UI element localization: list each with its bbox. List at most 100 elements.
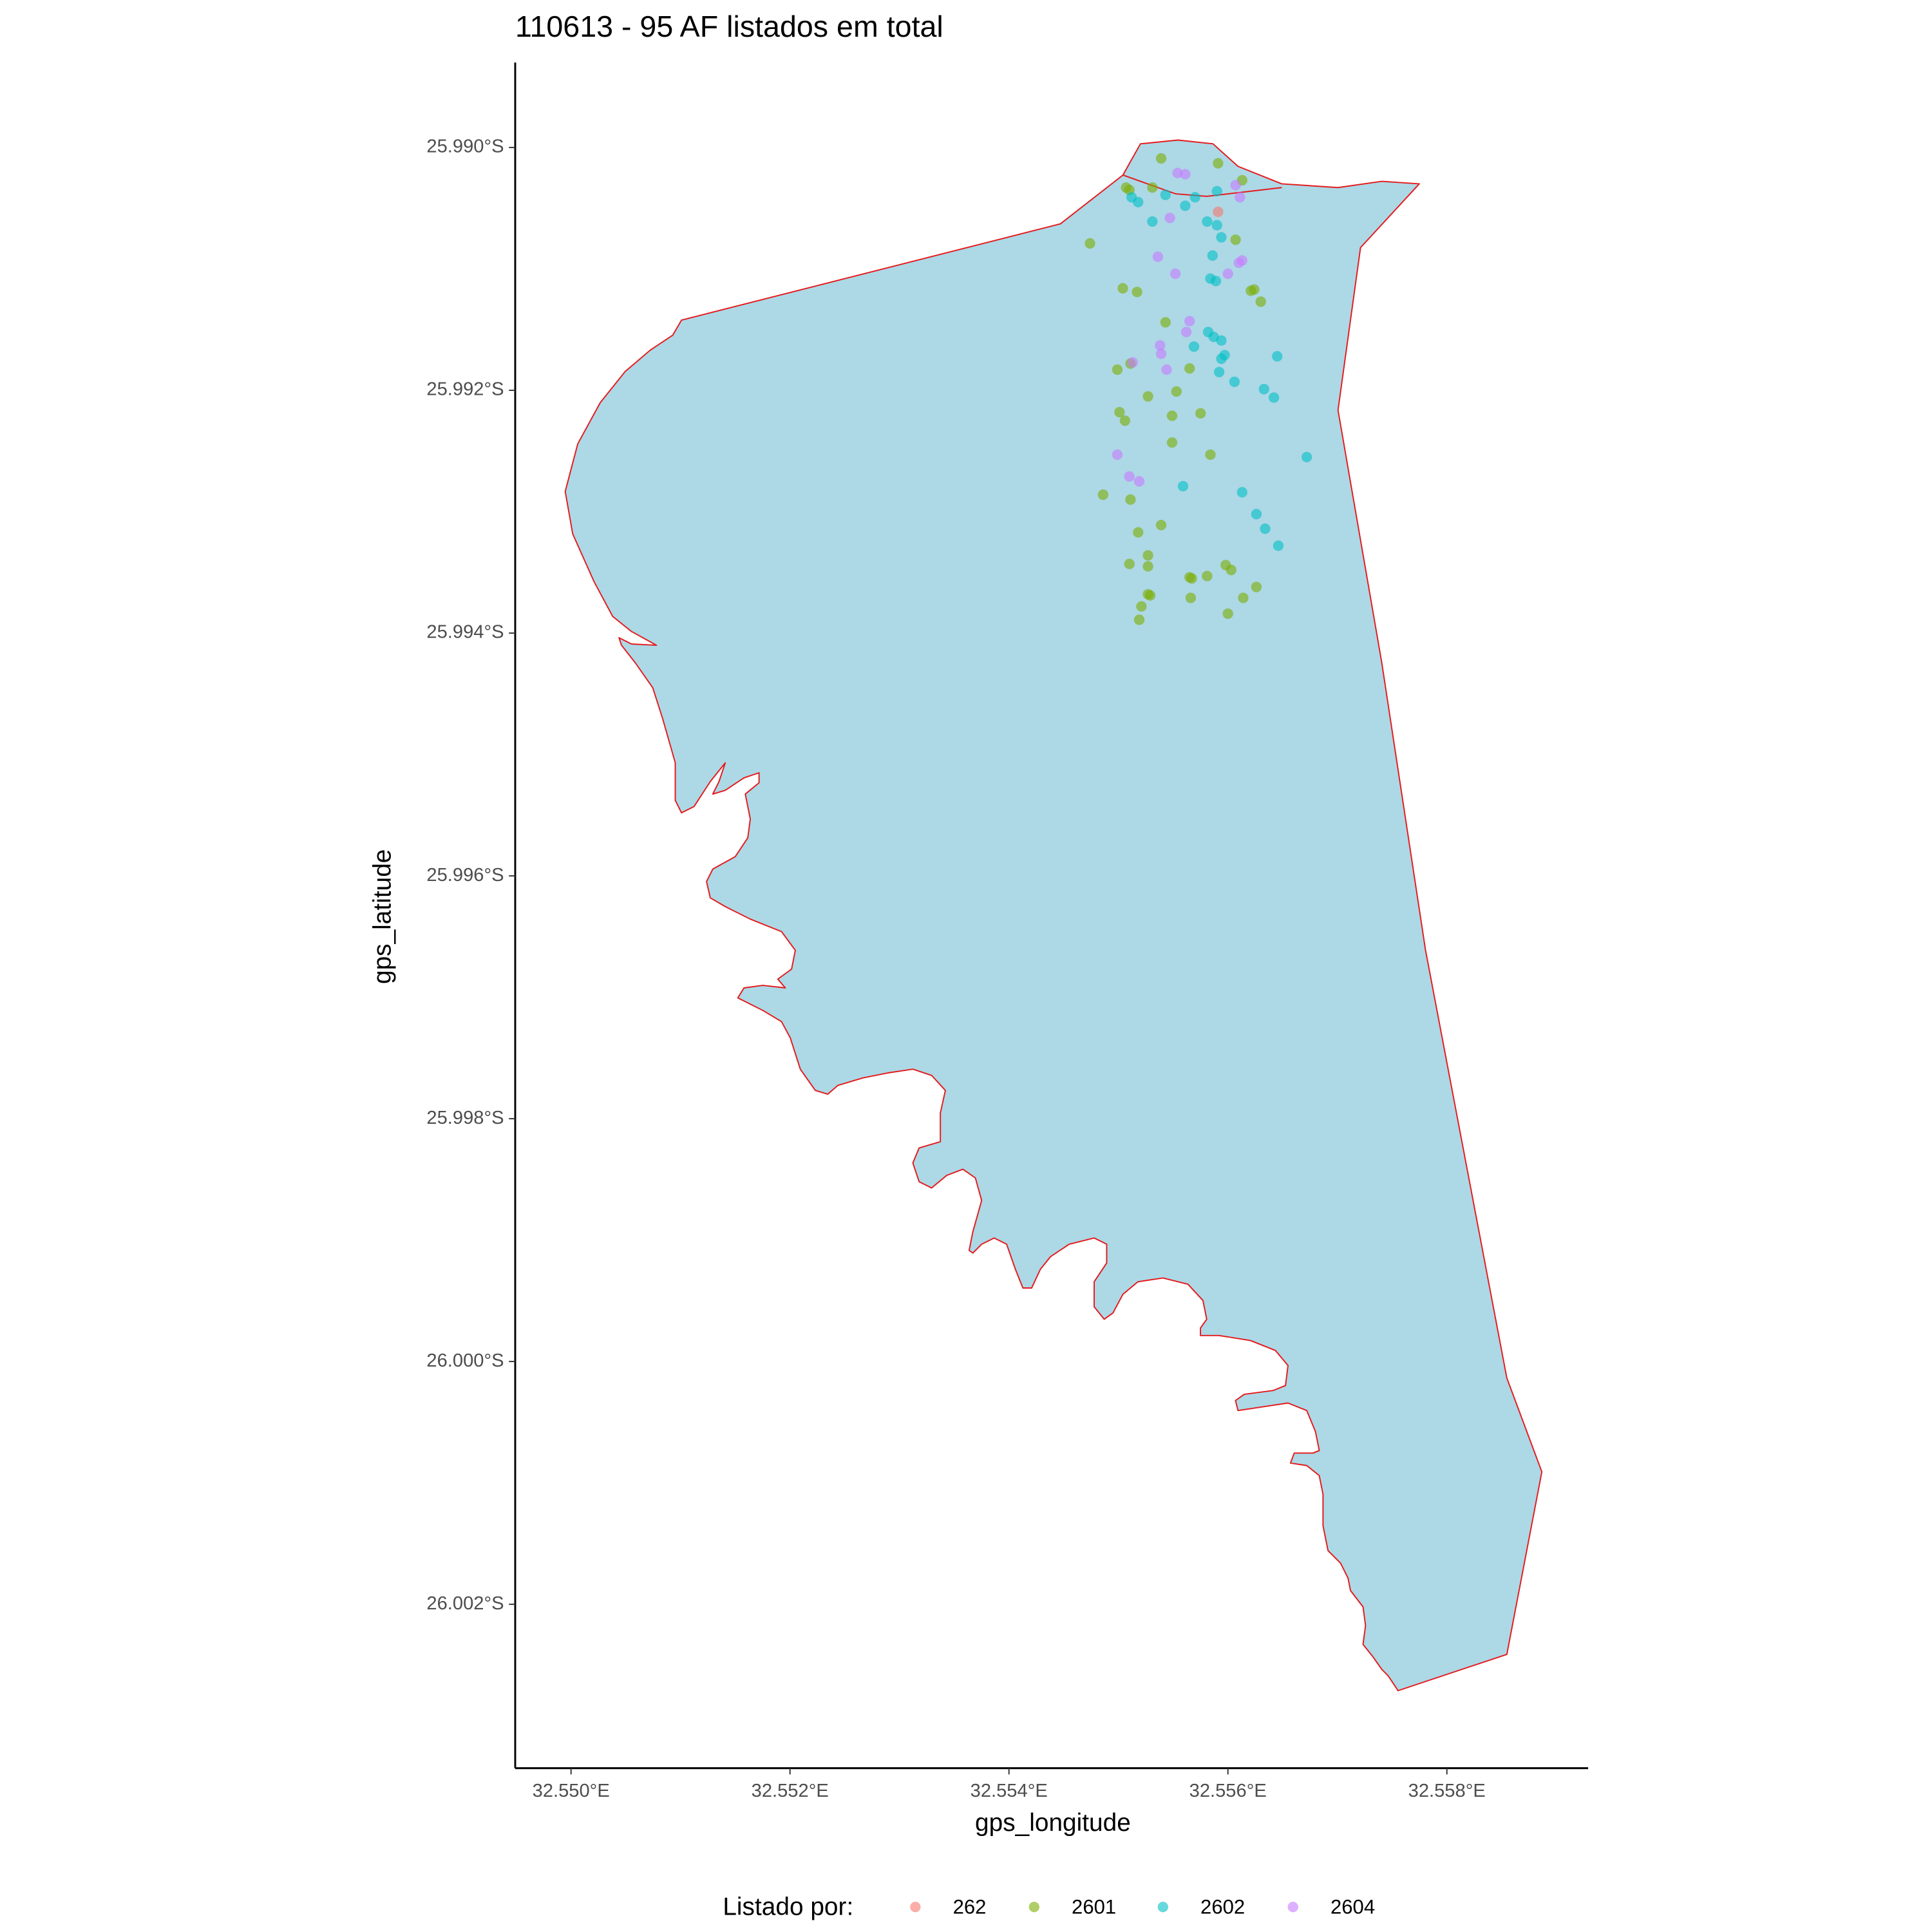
point: [1211, 185, 1222, 197]
y-tick-label: 25.990°S: [426, 137, 504, 157]
point: [1186, 573, 1197, 584]
y-tick-label: 25.994°S: [426, 622, 504, 643]
point: [1301, 451, 1312, 462]
point: [1133, 196, 1144, 208]
point: [1260, 523, 1271, 535]
point: [1160, 317, 1171, 328]
point: [1188, 341, 1200, 352]
point: [1202, 571, 1213, 582]
chart-title: 110613 - 95 AF listados em total: [515, 10, 943, 43]
map-boundary: [564, 139, 1543, 1692]
point: [1133, 527, 1144, 538]
point: [1205, 449, 1216, 460]
point: [1255, 296, 1266, 307]
point: [1180, 200, 1191, 211]
point: [1164, 213, 1175, 223]
point: [1177, 480, 1189, 492]
point: [1166, 410, 1178, 421]
y-tick-label: 26.002°S: [426, 1593, 504, 1614]
point: [1117, 283, 1128, 294]
point: [1142, 561, 1153, 572]
point: [1152, 251, 1164, 262]
x-axis-title: gps_longitude: [975, 1809, 1131, 1837]
point: [1132, 287, 1142, 298]
point: [1184, 363, 1195, 374]
point: [1171, 386, 1182, 397]
x-tick-label: 32.554°E: [971, 1781, 1048, 1801]
point: [1249, 284, 1260, 295]
point: [1133, 614, 1145, 625]
x-tick-label: 32.556°E: [1189, 1781, 1267, 1801]
point: [1235, 192, 1245, 203]
legend-label: 2601: [1072, 1895, 1116, 1918]
point: [1226, 564, 1236, 576]
point: [1222, 268, 1233, 279]
point: [1195, 408, 1206, 419]
legend-marker: [1287, 1902, 1298, 1913]
point: [1166, 437, 1178, 448]
x-tick-label: 32.550°E: [533, 1781, 610, 1801]
point: [1142, 391, 1153, 402]
point: [1251, 582, 1262, 592]
point: [1160, 189, 1171, 200]
legend-label: 262: [953, 1895, 987, 1918]
point: [1238, 592, 1249, 603]
legend-label: 2604: [1331, 1895, 1375, 1918]
point: [1273, 540, 1284, 551]
y-axis-title: gps_latitude: [368, 849, 396, 984]
point: [1147, 182, 1158, 193]
point: [1213, 366, 1225, 377]
point: [1236, 487, 1247, 498]
point: [1112, 364, 1123, 375]
point: [1180, 169, 1191, 180]
y-tick-label: 25.992°S: [426, 379, 504, 400]
point: [1189, 192, 1200, 203]
point: [1170, 268, 1181, 279]
point: [1124, 558, 1135, 569]
point: [1142, 550, 1153, 561]
point: [1124, 471, 1135, 482]
point: [1202, 216, 1213, 227]
legend-label: 2602: [1200, 1895, 1245, 1918]
point: [1222, 608, 1233, 620]
point: [1127, 357, 1138, 368]
x-tick-label: 32.552°E: [752, 1781, 829, 1801]
point: [1114, 406, 1125, 418]
point: [1133, 476, 1145, 487]
point: [1216, 353, 1227, 365]
point: [1213, 158, 1224, 169]
point: [1185, 592, 1197, 603]
legend-marker: [1157, 1902, 1168, 1913]
point: [1184, 316, 1195, 327]
legend-marker: [910, 1902, 921, 1913]
point: [1272, 351, 1283, 362]
point: [1097, 489, 1109, 500]
point: [1119, 415, 1131, 426]
point: [1233, 257, 1244, 269]
point: [1207, 250, 1218, 261]
y-tick-label: 25.996°S: [426, 865, 504, 886]
point: [1230, 234, 1241, 245]
point: [1084, 238, 1095, 249]
point: [1251, 509, 1262, 520]
point: [1155, 340, 1166, 351]
legend-title: Listado por:: [723, 1893, 853, 1920]
point: [1258, 384, 1269, 395]
point: [1155, 153, 1167, 164]
point: [1147, 216, 1158, 227]
point: [1155, 348, 1167, 359]
point: [1211, 220, 1222, 231]
point: [1216, 335, 1227, 346]
point: [1155, 520, 1167, 531]
point: [1144, 590, 1156, 601]
point: [1229, 376, 1240, 388]
point: [1180, 327, 1192, 337]
point: [1268, 392, 1280, 403]
point: [1125, 494, 1136, 505]
point: [1216, 232, 1227, 243]
y-tick-label: 26.000°S: [426, 1350, 504, 1371]
point: [1136, 601, 1147, 612]
y-tick-label: 25.998°S: [426, 1108, 504, 1128]
